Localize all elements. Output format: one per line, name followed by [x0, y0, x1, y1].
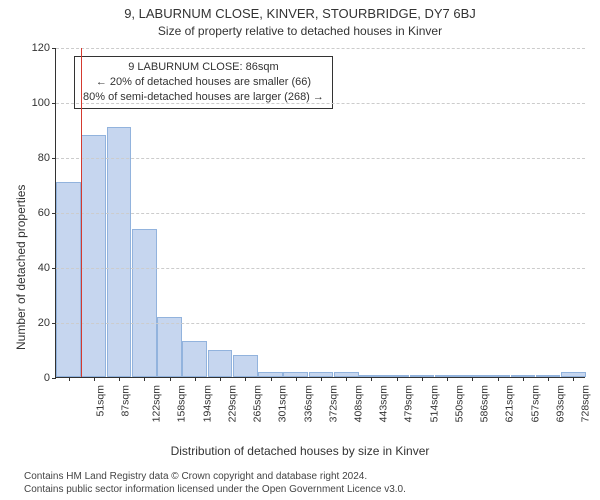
annotation-box: 9 LABURNUM CLOSE: 86sqm← 20% of detached… [74, 56, 333, 109]
xtick-mark [422, 377, 423, 381]
gridline [56, 48, 585, 49]
ytick-label: 40 [38, 262, 50, 274]
xtick-mark [69, 377, 70, 381]
xtick-mark [220, 377, 221, 381]
xtick-label: 301sqm [277, 385, 289, 422]
ytick-label: 20 [38, 317, 50, 329]
xtick-mark [296, 377, 297, 381]
xtick-mark [245, 377, 246, 381]
ytick-mark [52, 158, 56, 159]
footer-text: Contains HM Land Registry data © Crown c… [24, 470, 406, 496]
gridline [56, 268, 585, 269]
bar [233, 355, 258, 377]
xtick-mark [119, 377, 120, 381]
xtick-label: 443sqm [378, 385, 390, 422]
footer-line-2: Contains public sector information licen… [24, 483, 406, 496]
x-axis-label: Distribution of detached houses by size … [0, 444, 600, 458]
xtick-mark [271, 377, 272, 381]
ytick-mark [52, 213, 56, 214]
ytick-label: 100 [32, 97, 50, 109]
gridline [56, 103, 585, 104]
xtick-mark [346, 377, 347, 381]
bar [107, 127, 132, 377]
xtick-label: 693sqm [554, 385, 566, 422]
bar [132, 229, 157, 378]
ytick-label: 120 [32, 42, 50, 54]
xtick-mark [498, 377, 499, 381]
xtick-label: 372sqm [327, 385, 339, 422]
xtick-label: 194sqm [201, 385, 213, 422]
xtick-label: 408sqm [352, 385, 364, 422]
chart-subtitle: Size of property relative to detached ho… [0, 24, 600, 38]
xtick-label: 122sqm [150, 385, 162, 422]
ytick-mark [52, 48, 56, 49]
xtick-mark [523, 377, 524, 381]
xtick-mark [472, 377, 473, 381]
xtick-label: 621sqm [504, 385, 516, 422]
annotation-line: ← 20% of detached houses are smaller (66… [83, 75, 324, 90]
xtick-mark [371, 377, 372, 381]
ytick-label: 0 [44, 372, 50, 384]
footer-line-1: Contains HM Land Registry data © Crown c… [24, 470, 406, 483]
ytick-mark [52, 103, 56, 104]
bar [208, 350, 233, 378]
xtick-label: 728sqm [580, 385, 592, 422]
xtick-label: 265sqm [251, 385, 263, 422]
chart-container: 9, LABURNUM CLOSE, KINVER, STOURBRIDGE, … [0, 0, 600, 500]
ytick-mark [52, 268, 56, 269]
xtick-label: 479sqm [403, 385, 415, 422]
xtick-label: 158sqm [176, 385, 188, 422]
xtick-mark [170, 377, 171, 381]
chart-title: 9, LABURNUM CLOSE, KINVER, STOURBRIDGE, … [0, 6, 600, 21]
xtick-label: 51sqm [94, 385, 106, 417]
gridline [56, 213, 585, 214]
annotation-line: 9 LABURNUM CLOSE: 86sqm [83, 60, 324, 75]
marker-line [81, 48, 82, 377]
ytick-mark [52, 323, 56, 324]
xtick-mark [447, 377, 448, 381]
xtick-mark [195, 377, 196, 381]
xtick-mark [573, 377, 574, 381]
y-axis-label: Number of detached properties [14, 185, 28, 350]
xtick-label: 586sqm [479, 385, 491, 422]
xtick-label: 550sqm [453, 385, 465, 422]
xtick-label: 87sqm [119, 385, 131, 417]
bar [157, 317, 182, 378]
plot-area: 9 LABURNUM CLOSE: 86sqm← 20% of detached… [55, 48, 585, 378]
xtick-label: 336sqm [302, 385, 314, 422]
gridline [56, 323, 585, 324]
ytick-label: 80 [38, 152, 50, 164]
bar [81, 135, 106, 377]
ytick-label: 60 [38, 207, 50, 219]
xtick-label: 657sqm [529, 385, 541, 422]
xtick-label: 514sqm [428, 385, 440, 422]
xtick-mark [94, 377, 95, 381]
xtick-mark [548, 377, 549, 381]
xtick-mark [144, 377, 145, 381]
gridline [56, 158, 585, 159]
ytick-mark [52, 378, 56, 379]
xtick-mark [321, 377, 322, 381]
xtick-label: 229sqm [226, 385, 238, 422]
bar [182, 341, 207, 377]
xtick-mark [397, 377, 398, 381]
bar [56, 182, 81, 377]
